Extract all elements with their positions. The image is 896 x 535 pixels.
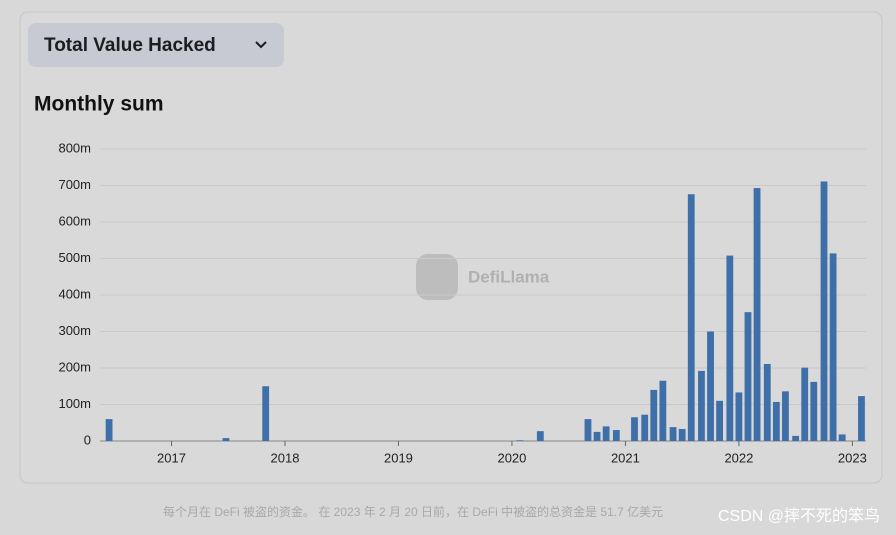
bar (716, 400, 724, 441)
bar (858, 396, 865, 441)
watermark: DefiLlama (468, 267, 550, 286)
watermark-logo (416, 254, 458, 300)
y-tick-label: 200m (58, 359, 91, 374)
x-tick-label: 2019 (384, 450, 413, 465)
bar (829, 253, 837, 441)
bar (772, 401, 780, 441)
dropdown-button[interactable] (28, 23, 284, 67)
x-tick-label: 2020 (497, 450, 526, 465)
bar (782, 391, 789, 441)
bar (536, 431, 544, 441)
chevron (255, 41, 267, 49)
y-tick-label: 100m (58, 396, 91, 411)
bar (602, 426, 610, 441)
bar (678, 428, 686, 441)
chart-title: Monthly sum (34, 93, 164, 116)
bar (735, 392, 743, 441)
x-tick-label: 2023 (838, 450, 867, 465)
x-tick-label: 2017 (157, 450, 186, 465)
y-tick-label: 500m (58, 250, 91, 265)
y-tick-label: 800m (58, 140, 91, 155)
x-tick-label: 2022 (724, 450, 753, 465)
bar (105, 419, 113, 441)
y-tick-label: 0 (84, 432, 91, 447)
bar (707, 331, 714, 441)
bar (753, 188, 761, 441)
bar (659, 380, 667, 441)
bar (584, 419, 592, 441)
bar (820, 181, 828, 442)
bar (698, 370, 705, 441)
bar (726, 255, 734, 441)
dropdown-label[interactable]: Total Value Hacked (44, 35, 216, 56)
bar (516, 440, 524, 441)
y-tick-label: 400m (58, 286, 91, 301)
bar (650, 389, 658, 441)
x-tick-label: 2021 (611, 450, 640, 465)
bar (838, 434, 846, 441)
bar (669, 427, 677, 441)
bar (262, 386, 270, 441)
y-tick-label: 600m (58, 213, 91, 228)
bar (810, 381, 818, 441)
y-tick-label: 700m (58, 177, 91, 192)
y-tick-label: 300m (58, 323, 91, 338)
bar (744, 312, 752, 441)
bar (687, 194, 695, 441)
bar (631, 417, 638, 441)
bar (593, 431, 601, 441)
caption: 每个月在 DeFi 被盗的资金。 在 2023 年 2 月 20 日前，在 De… (163, 504, 663, 519)
bar (641, 414, 649, 441)
bar (222, 438, 230, 441)
bar (763, 363, 771, 441)
bar (792, 435, 800, 441)
credit: CSDN @摔不死的笨鸟 (718, 507, 880, 525)
bar (612, 430, 620, 441)
x-tick-label: 2018 (271, 450, 300, 465)
card (19, 11, 883, 484)
bar (801, 367, 809, 441)
